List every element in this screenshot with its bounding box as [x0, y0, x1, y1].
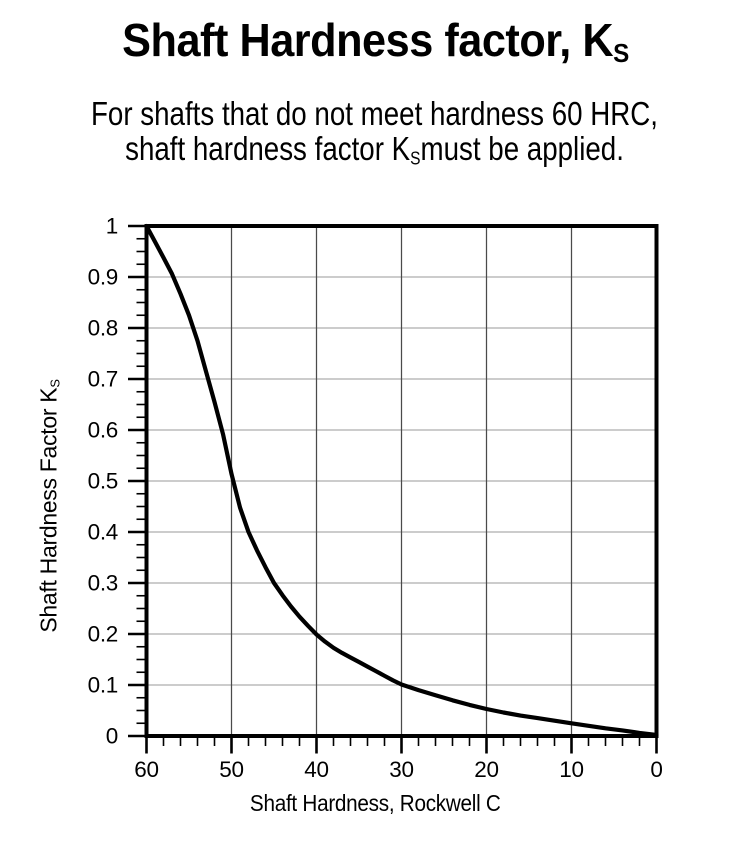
y-tick-label: 0.7 [88, 367, 118, 392]
y-tick-label: 0.9 [88, 265, 118, 290]
x-axis-title: Shaft Hardness, Rockwell C [0, 790, 750, 817]
y-tick-label: 0.6 [88, 418, 118, 443]
page-title-text: Shaft Hardness factor, K [121, 14, 613, 66]
page-title: Shaft Hardness factor, KS [0, 14, 750, 70]
page-title-subscript: S [612, 40, 629, 69]
y-tick-label: 0.1 [88, 673, 118, 698]
y-tick-labels: 1 0.9 0.8 0.7 0.6 0.5 0.4 0.3 0.2 0.1 0 [88, 214, 119, 749]
x-tick-label: 0 [650, 757, 662, 782]
subtitle-line-1: For shafts that do not meet hardness 60 … [91, 96, 658, 131]
y-tick-label: 0 [106, 724, 118, 749]
x-axis-ticks [145, 737, 658, 754]
subtitle-subscript: S [410, 147, 421, 169]
x-tick-label: 60 [134, 757, 158, 782]
x-tick-labels: 60 50 40 30 20 10 0 [134, 757, 663, 782]
plot-frame [144, 224, 659, 738]
ks-curve [144, 223, 659, 738]
chart-subtitle: For shafts that do not meet hardness 60 … [0, 96, 750, 175]
y-tick-label: 0.8 [88, 316, 118, 341]
x-tick-label: 10 [559, 757, 583, 782]
y-tick-label: 0.4 [88, 520, 118, 545]
x-tick-label: 40 [304, 757, 328, 782]
y-tick-label: 0.3 [88, 571, 118, 596]
y-axis-title: Shaft Hardness Factor KS [35, 379, 62, 632]
y-tick-label: 1 [106, 214, 118, 239]
y-tick-label: 0.5 [88, 469, 118, 494]
x-axis-title-text: Shaft Hardness, Rockwell C [249, 790, 501, 816]
y-axis-ticks [128, 224, 145, 738]
subtitle-line-2-text: shaft hardness factor K [125, 130, 411, 167]
vertical-gridlines [230, 226, 573, 736]
y-axis-title-text: Shaft Hardness Factor K [35, 387, 62, 633]
subtitle-line-1-text: For shafts that do not meet hardness 60 … [91, 95, 659, 132]
x-tick-label: 30 [389, 757, 413, 782]
subtitle-line-2: shaft hardness factor KSmust be applied. [91, 131, 658, 175]
x-tick-label: 20 [474, 757, 498, 782]
y-tick-label: 0.2 [88, 622, 118, 647]
subtitle-line-2-tail: must be applied. [420, 130, 625, 167]
x-tick-label: 50 [219, 757, 243, 782]
y-axis-title-subscript: S [47, 379, 63, 388]
